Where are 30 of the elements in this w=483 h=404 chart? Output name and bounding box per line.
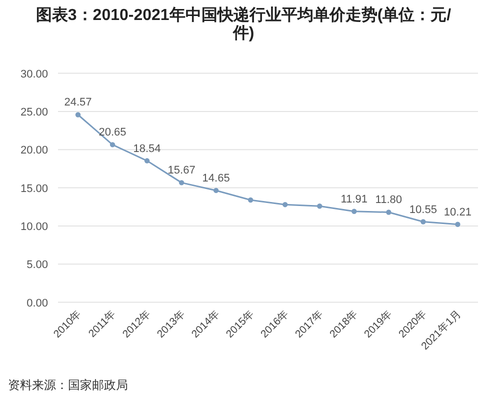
data-label: 11.91 xyxy=(340,193,368,206)
chart-title: 图表3：2010-2021年中国快递行业平均单价走势(单位：元/件) xyxy=(36,6,452,42)
text: 资料来源：国家邮政局 xyxy=(8,378,128,392)
point xyxy=(248,197,254,203)
y-tick-label: 20.00 xyxy=(20,144,48,157)
point xyxy=(144,158,150,164)
data-label: 24.57 xyxy=(64,96,92,109)
point xyxy=(282,202,288,208)
point xyxy=(178,180,184,186)
point xyxy=(352,208,357,214)
point xyxy=(420,219,426,224)
y-tick-label: 10.00 xyxy=(20,220,48,233)
point xyxy=(455,222,460,227)
point xyxy=(213,188,219,194)
point xyxy=(317,204,322,209)
y-tick-label: 25.00 xyxy=(20,106,48,118)
y-tick-label: 5.00 xyxy=(26,259,48,272)
point xyxy=(110,142,116,148)
y-tick-label: 0.00 xyxy=(26,297,48,310)
data-label: 18.54 xyxy=(133,142,161,155)
data-label: 10.21 xyxy=(444,206,472,218)
data-label: 11.80 xyxy=(375,194,402,206)
data-label: 20.65 xyxy=(98,126,126,139)
y-tick-label: 30.00 xyxy=(20,68,48,80)
data-label: 15.67 xyxy=(168,164,196,177)
data-label: 14.65 xyxy=(202,172,230,184)
point xyxy=(75,112,81,118)
y-tick-label: 15.00 xyxy=(20,182,48,195)
data-label: 10.55 xyxy=(409,204,437,216)
point xyxy=(386,210,392,215)
